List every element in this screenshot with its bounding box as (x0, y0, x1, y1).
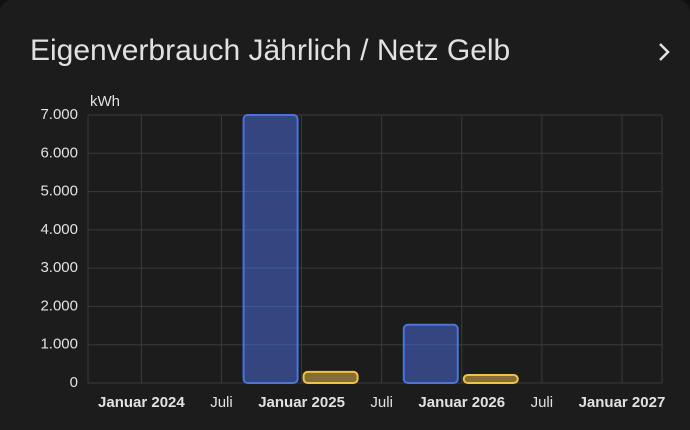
x-tick-label: Juli (370, 394, 393, 411)
x-tick-label: Januar 2027 (579, 394, 666, 411)
x-tick-label: Januar 2024 (98, 394, 185, 411)
x-tick-label: Januar 2026 (418, 394, 505, 411)
y-tick-label: 1.000 (40, 336, 78, 353)
bar (402, 323, 459, 385)
more-info-chevron[interactable] (659, 43, 670, 61)
x-tick-label: Januar 2025 (258, 394, 345, 411)
x-tick-label: Juli (531, 394, 554, 411)
bar (302, 370, 359, 385)
bar (242, 114, 299, 384)
x-tick-label: Juli (210, 394, 233, 411)
y-tick-label: 3.000 (40, 259, 78, 276)
y-axis-unit: kWh (90, 93, 120, 110)
y-tick-label: 6.000 (40, 144, 78, 161)
y-tick-label: 2.000 (40, 297, 78, 314)
plot: 0 1.000 2.000 3.000 4.000 5.000 6.000 7.000 Janu… (40, 106, 665, 411)
y-tick-label: 4.000 (40, 221, 78, 238)
y-tick-label: 7.000 (40, 106, 78, 123)
y-tick-label: 0 (70, 374, 78, 391)
bar (462, 373, 519, 384)
y-tick-label: 5.000 (40, 183, 78, 200)
card-title: Eigenverbrauch Jährlich / Netz Gelb (30, 34, 510, 67)
